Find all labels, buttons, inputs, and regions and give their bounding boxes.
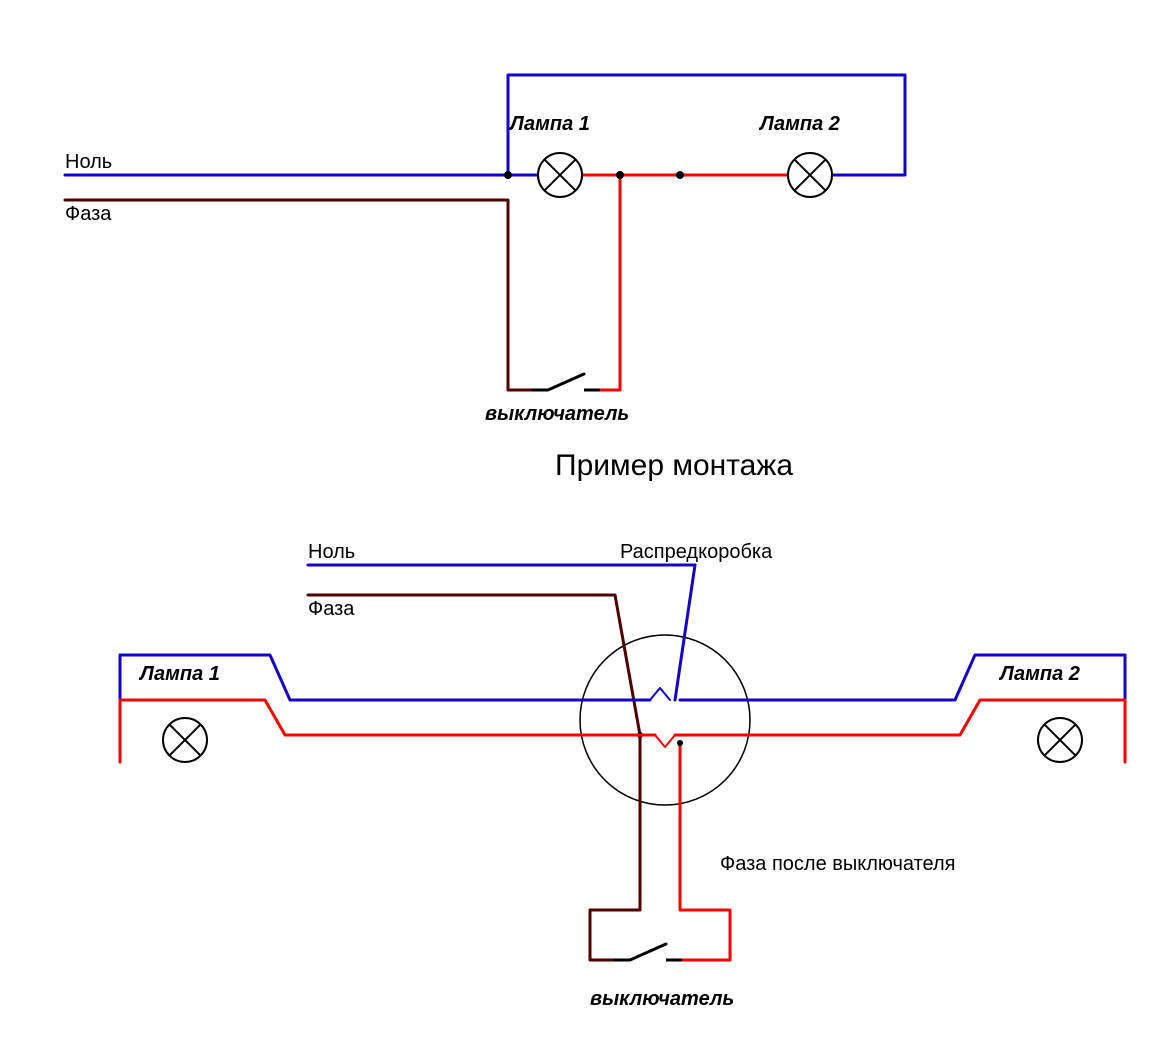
bot-red-splice: [655, 735, 675, 747]
top-lamp-1: [538, 153, 582, 197]
top-switch: [532, 374, 600, 390]
top-switched-riser: [590, 175, 620, 390]
junction-dot: [676, 171, 684, 179]
junction-dot: [677, 740, 683, 746]
bot-lamp-1: [163, 718, 207, 762]
section-title: Пример монтажа: [555, 449, 793, 482]
junction-dot: [616, 171, 624, 179]
bot-label-lamp1: Лампа 1: [138, 663, 220, 685]
bot-phase-in: [308, 595, 640, 735]
bot-phase-down: [590, 735, 640, 960]
top-phase-to-switch: [65, 200, 540, 390]
bot-label-jbox: Распредкоробка: [620, 541, 773, 563]
top-label-lamp1: Лампа 1: [508, 113, 590, 135]
bot-label-after-switch: Фаза после выключателя: [720, 853, 955, 875]
junction-box: [580, 635, 750, 805]
top-label-phase: Фаза: [65, 203, 112, 225]
bot-blue-splice: [650, 688, 670, 700]
bot-neutral-in: [308, 565, 695, 700]
bot-label-phase: Фаза: [308, 598, 355, 620]
top-lamp-2: [788, 153, 832, 197]
bot-label-lamp2: Лампа 2: [998, 663, 1080, 685]
junction-dot: [504, 171, 512, 179]
bot-switched-up: [672, 743, 730, 960]
bot-switch: [614, 944, 682, 960]
top-label-neutral: Ноль: [65, 151, 112, 173]
top-label-switch: выключатель: [485, 403, 629, 425]
bot-label-switch: выключатель: [590, 988, 734, 1010]
bot-lamp-2: [1038, 718, 1082, 762]
top-label-lamp2: Лампа 2: [758, 113, 840, 135]
bot-label-neutral: Ноль: [308, 541, 355, 563]
